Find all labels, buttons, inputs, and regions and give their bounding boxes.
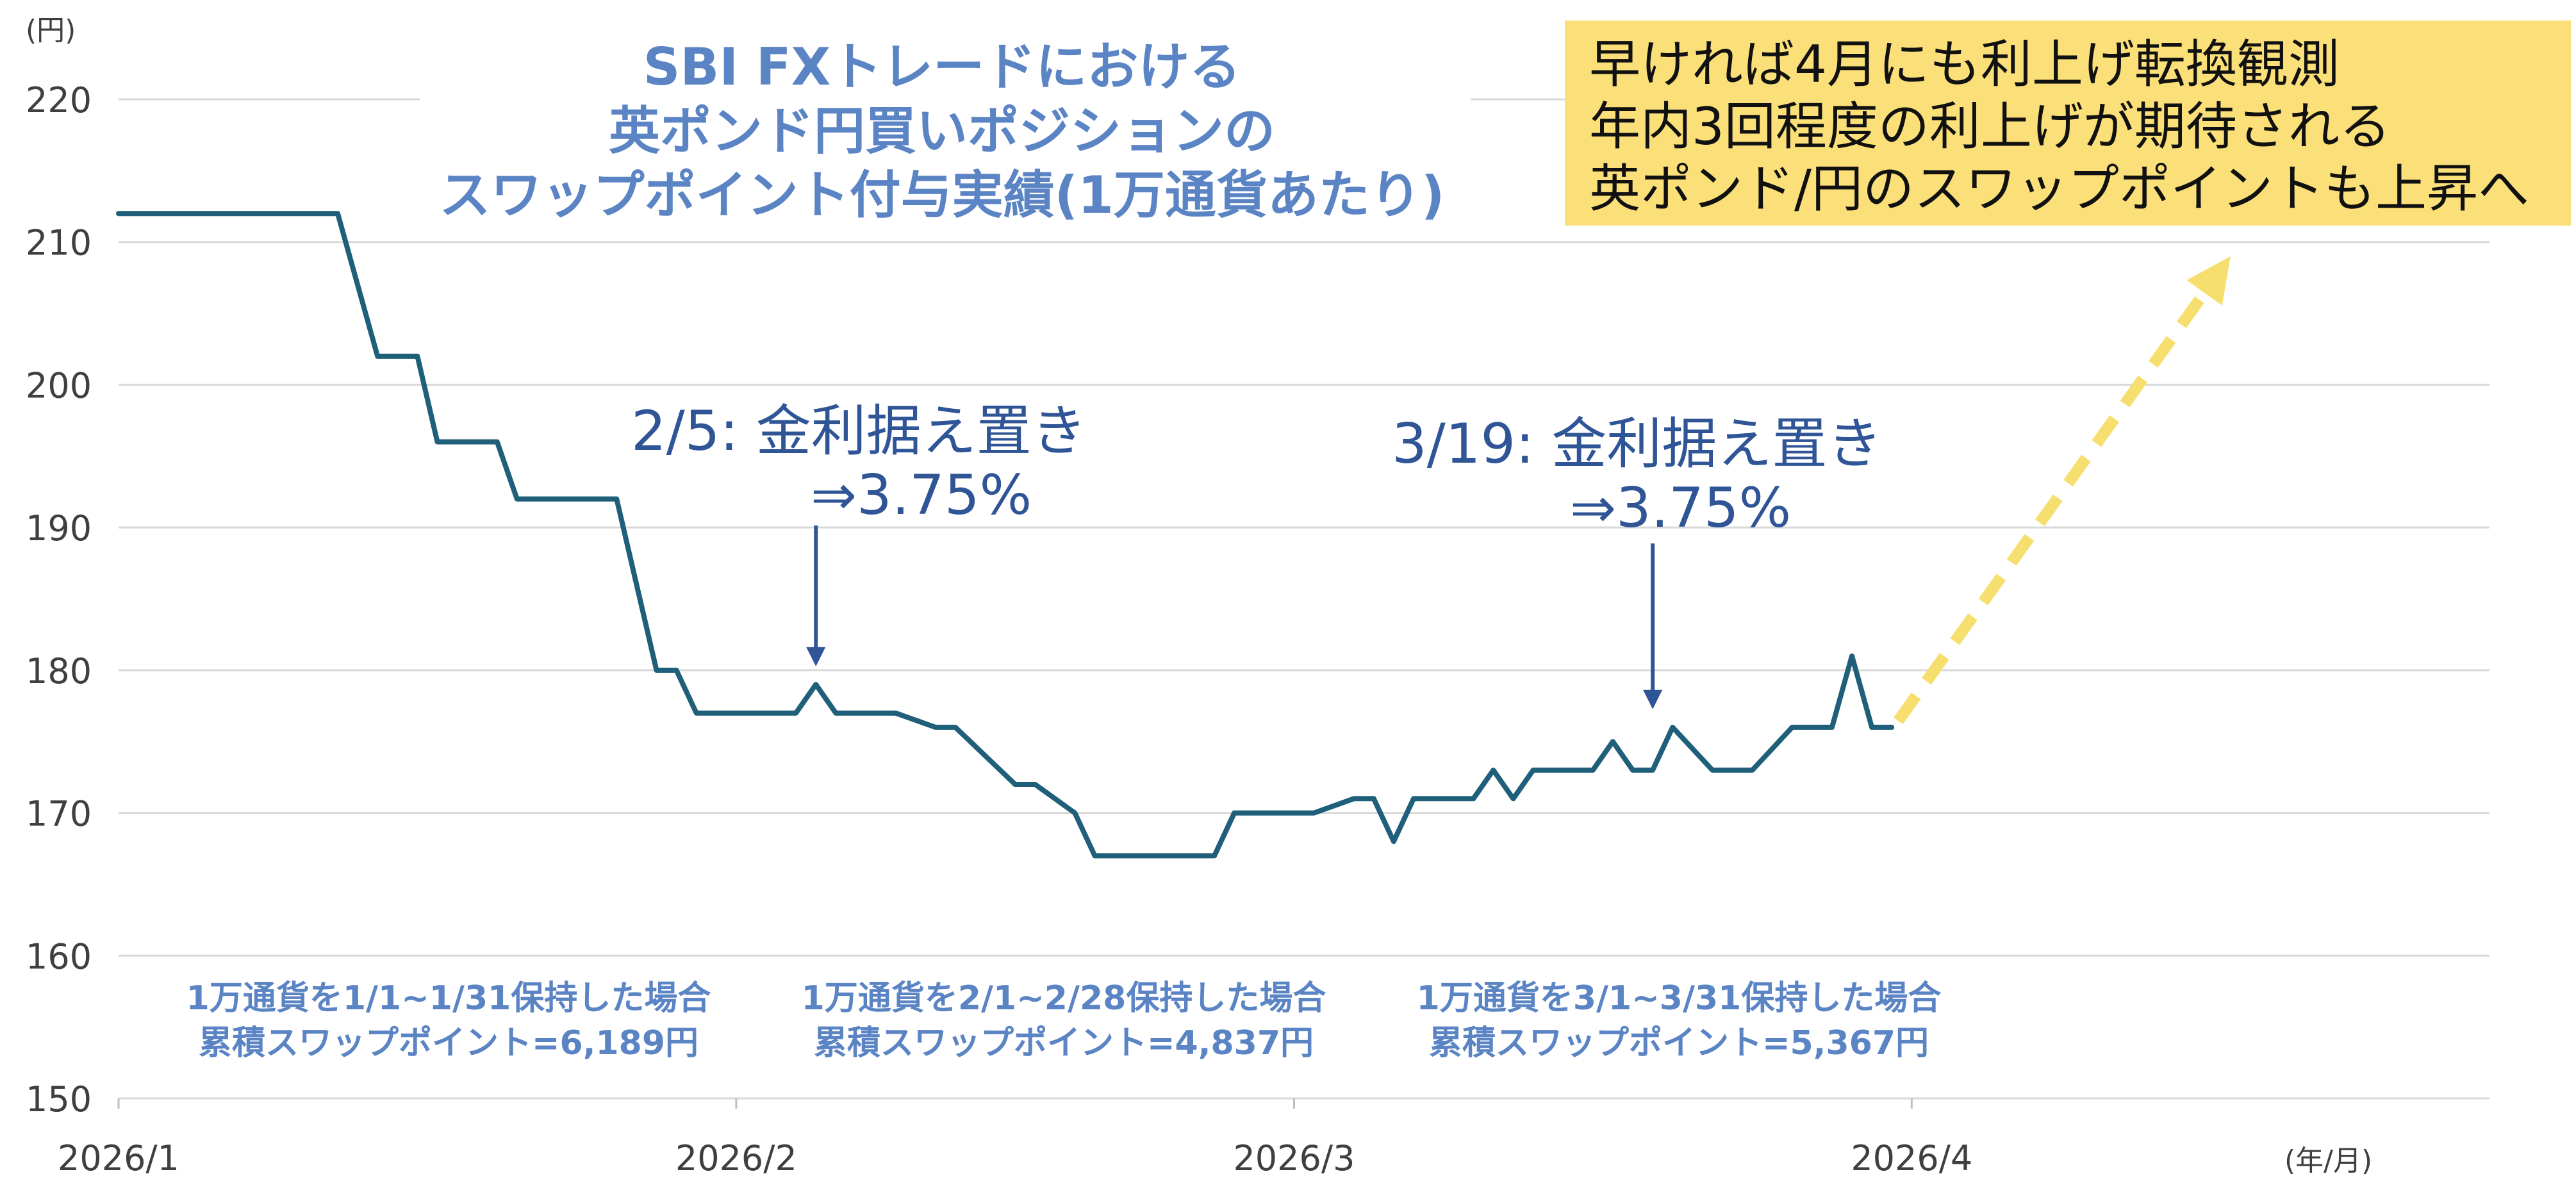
x-axis-ticks: 2026/1 2026/2 2026/3 2026/4 bbox=[58, 1098, 1972, 1178]
period-note-mar-line-1: 1万通貨を3/1~3/31保持した場合 bbox=[1417, 979, 1942, 1018]
callout-box bbox=[1565, 21, 2571, 226]
x-tick-3: 2026/4 bbox=[1851, 1138, 1972, 1178]
y-axis-ticks: 150 160 170 180 190 200 210 220 bbox=[26, 80, 92, 1120]
period-note-jan-line-1: 1万通貨を1/1~1/31保持した場合 bbox=[186, 979, 711, 1018]
annotation-arrow-head-0 bbox=[806, 647, 826, 666]
y-tick-170: 170 bbox=[26, 794, 92, 834]
annotation-mar-line-2: ⇒3.75% bbox=[1570, 476, 1791, 540]
y-axis-unit: (円) bbox=[26, 14, 76, 47]
chart-title-line-2: 英ポンド円買いポジションの bbox=[609, 101, 1275, 161]
series-line-0 bbox=[116, 211, 1895, 859]
annotation-mar-line-1: 3/19: 金利据え置き bbox=[1392, 412, 1882, 476]
annotation-feb-line-2: ⇒3.75% bbox=[811, 463, 1032, 527]
y-tick-220: 220 bbox=[26, 80, 92, 120]
callout-line-2: 年内3回程度の利上げが期待される bbox=[1589, 97, 2391, 156]
y-tick-180: 180 bbox=[26, 651, 92, 691]
chart-marks bbox=[116, 211, 2231, 859]
y-tick-190: 190 bbox=[26, 508, 92, 549]
title-background bbox=[420, 33, 1471, 232]
period-note-jan-line-2: 累積スワップポイント=6,189円 bbox=[199, 1024, 698, 1063]
x-tick-1: 2026/2 bbox=[675, 1138, 797, 1178]
y-tick-200: 200 bbox=[26, 365, 92, 406]
period-note-feb-line-1: 1万通貨を2/1~2/28保持した場合 bbox=[802, 979, 1326, 1018]
y-tick-210: 210 bbox=[26, 223, 92, 263]
annotation-feb-line-1: 2/5: 金利据え置き bbox=[631, 399, 1087, 463]
callout-line-1: 早ければ4月にも利上げ転換観測 bbox=[1589, 35, 2340, 94]
callout-line-3: 英ポンド/円のスワップポイントも上昇へ bbox=[1589, 159, 2529, 219]
y-tick-150: 150 bbox=[26, 1079, 92, 1120]
x-tick-2: 2026/3 bbox=[1233, 1138, 1355, 1178]
x-axis-unit: (年/月) bbox=[2284, 1145, 2372, 1177]
chart-title-line-3: スワップポイント付与実績(1万通貨あたり) bbox=[440, 165, 1445, 225]
forecast-arrow-head bbox=[2186, 256, 2231, 306]
period-note-mar-line-2: 累積スワップポイント=5,367円 bbox=[1429, 1024, 1929, 1063]
period-note-feb-line-2: 累積スワップポイント=4,837円 bbox=[814, 1024, 1314, 1063]
gridlines bbox=[119, 98, 2489, 1100]
x-tick-0: 2026/1 bbox=[58, 1138, 179, 1178]
y-tick-160: 160 bbox=[26, 936, 92, 977]
forecast-arrow-shaft bbox=[1893, 289, 2209, 725]
annotation-arrow-head-1 bbox=[1643, 690, 1663, 709]
chart-title-line-1: SBI FXトレードにおける bbox=[643, 37, 1241, 97]
